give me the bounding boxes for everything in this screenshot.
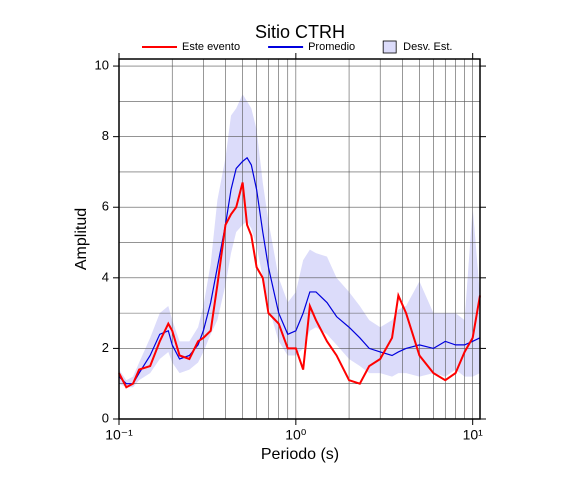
chart-title: Sitio CTRH	[255, 22, 345, 42]
x-tick-label: 10¹	[463, 427, 484, 443]
y-tick-label: 6	[102, 199, 109, 214]
legend-label: Este evento	[182, 41, 240, 53]
y-tick-label: 2	[102, 340, 109, 355]
series-line	[118, 182, 481, 389]
legend-label: Promedio	[308, 41, 355, 53]
std-band	[119, 94, 480, 388]
x-axis-label: Periodo (s)	[261, 446, 339, 463]
series-line	[118, 156, 481, 385]
y-tick-label: 10	[95, 57, 109, 72]
y-axis-label: Amplitud	[73, 208, 90, 270]
x-tick-label: 10⁰	[285, 427, 307, 443]
y-tick-label: 0	[102, 410, 109, 425]
legend-swatch	[382, 40, 397, 54]
x-tick-label: 10⁻¹	[105, 427, 133, 443]
y-tick-label: 4	[102, 269, 109, 284]
legend-label: Desv. Est.	[403, 41, 452, 53]
plot-frame	[118, 58, 481, 420]
y-tick-label: 8	[102, 128, 109, 143]
